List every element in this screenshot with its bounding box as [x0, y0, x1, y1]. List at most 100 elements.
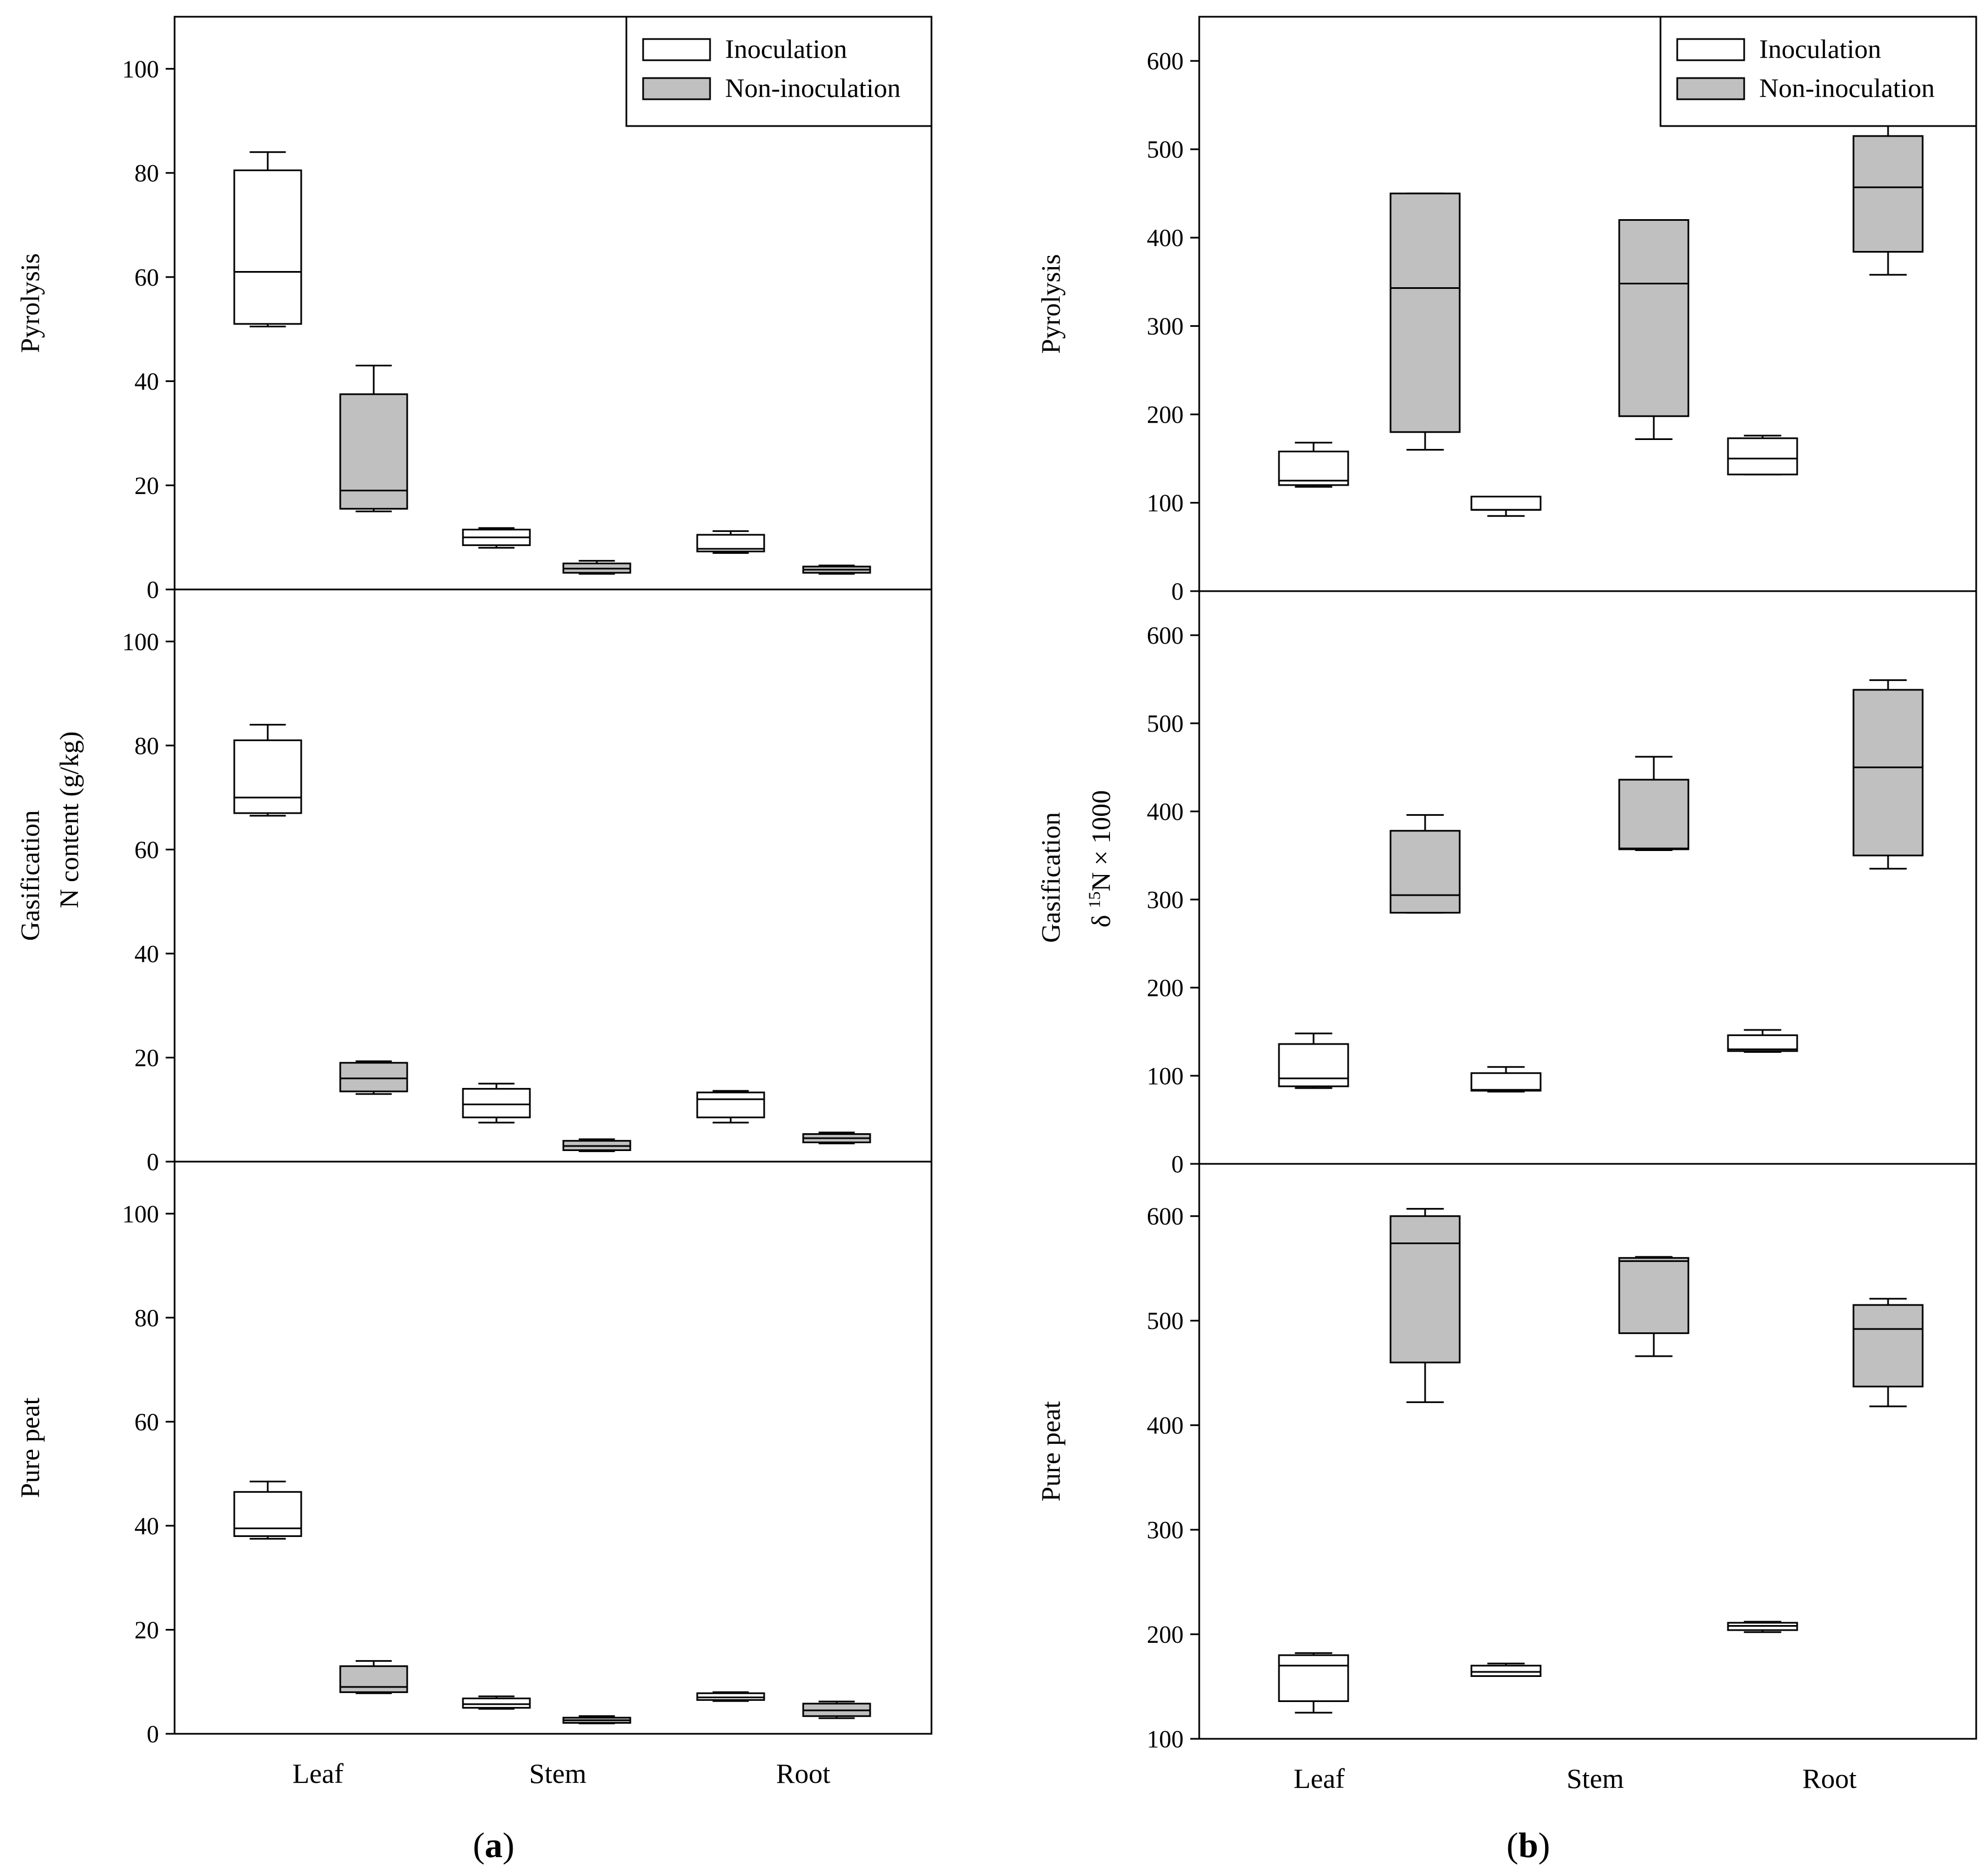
panel-a-subplot-0-tick-label-1: 20: [134, 472, 159, 499]
panel-a-subplot-1-tick-label-0: 0: [147, 1148, 159, 1176]
panel-a-subplot-2-tick-label-0: 0: [147, 1720, 159, 1748]
box-body: [1618, 219, 1689, 417]
panel-b-subplot-1-box-root-inoculation: [1727, 1029, 1798, 1053]
box-body: [339, 393, 408, 510]
panel-b-subplot-1-box-root-non-inoculation: [1852, 679, 1924, 870]
panel-b-category-label-leaf: Leaf: [1293, 1763, 1345, 1794]
panel-a-subplot-0-box-leaf-non-inoculation: [339, 365, 408, 512]
panel-a-subplot-1-tick-label-1: 20: [134, 1044, 159, 1071]
panel-a-category-label-root: Root: [776, 1758, 830, 1789]
panel-b-subplot-1-tick-label-0: 0: [1171, 1150, 1184, 1178]
panel-b-subplot-2-box-stem-inoculation: [1470, 1662, 1542, 1677]
panel-a-legend-frame: [625, 16, 933, 127]
panel-b-legend-swatch-1: [1676, 77, 1745, 100]
panel-b-subplot-1-tick-label-2: 200: [1147, 974, 1184, 1002]
panel-b-legend-label-0: Inoculation: [1759, 35, 1881, 64]
panel-a-label: (a): [473, 1825, 515, 1865]
panel-a-subplot-1-tick-label-2: 40: [134, 940, 159, 968]
panel-a-subplot-2-box-leaf-non-inoculation: [339, 1660, 408, 1694]
box-body: [339, 1062, 408, 1092]
panel-b-subplot-1-tick-label-4: 400: [1147, 798, 1184, 825]
panel-b-subplot-0-box-root-non-inoculation: [1852, 122, 1924, 276]
panel-a-subplot-0-tick-label-5: 100: [122, 55, 159, 83]
box-body: [1727, 1034, 1798, 1052]
panel-a-subplot-2: 0 20 40 60 80 100 Pure peat Leaf Stem Root: [16, 1161, 933, 1789]
box-body: [1727, 437, 1798, 476]
panel-a-legend-swatch-0: [642, 38, 711, 61]
panel-a-subplot-0-tick-label-4: 80: [134, 159, 159, 187]
box-body: [233, 1491, 302, 1537]
panel-b-subplot-0-tick-label-6: 600: [1147, 47, 1184, 75]
panel-a-subplot-1-box-leaf-non-inoculation: [339, 1060, 408, 1095]
panel-a-subplot-1-box-root-non-inoculation: [802, 1132, 871, 1144]
panel-a-subplot-2-label: Pure peat: [16, 1397, 45, 1498]
panel-a-shared-ylabel: N content (g/kg): [55, 731, 84, 908]
box-body: [696, 1091, 765, 1119]
box-body: [1852, 689, 1924, 857]
panel-a-subplot-0-tick-label-0: 0: [147, 576, 159, 603]
panel-b-subplot-0-label: Pyrolysis: [1036, 254, 1066, 354]
box-body: [233, 739, 302, 814]
panel-b-subplot-2-tick-label-0: 100: [1147, 1725, 1184, 1753]
panel-a-subplot-0: 0 20 40 60 80 100 Pyrolysis Inoculation Non-inoc…: [16, 16, 933, 603]
panel-a-subplot-2-box-root-inoculation: [696, 1691, 765, 1702]
panel-b-category-label-stem: Stem: [1567, 1763, 1624, 1794]
panel-a-subplot-0-label: Pyrolysis: [16, 253, 45, 353]
panel-b-subplot-0-box-stem-inoculation: [1470, 495, 1542, 517]
panel-a-subplot-2-box-root-non-inoculation: [802, 1700, 871, 1719]
panel-b-subplot-1-label: Gasification: [1036, 812, 1066, 943]
box-body: [1470, 1072, 1542, 1092]
panel-b-subplot-2-tick-label-2: 300: [1147, 1516, 1184, 1544]
panel-b-legend: Inoculation Non-inoculation: [1659, 16, 1977, 127]
box-body: [1389, 830, 1461, 914]
panel-b-subplot-1: 0 100 200 300 400 500 600 Gasification: [1036, 590, 1977, 1178]
panel-b-subplot-2-box-leaf-inoculation: [1278, 1652, 1349, 1714]
panel-b-category-label-root: Root: [1802, 1763, 1856, 1794]
box-body: [1389, 192, 1461, 433]
panel-b-subplot-2-box-leaf-non-inoculation: [1389, 1208, 1461, 1403]
panel-a-category-label-stem: Stem: [529, 1758, 587, 1789]
panel-a-subplot-2-tick-label-1: 20: [134, 1616, 159, 1643]
panel-b-subplot-1-box-leaf-inoculation: [1278, 1032, 1349, 1089]
box-body: [233, 169, 302, 325]
panel-a-legend: Inoculation Non-inoculation: [625, 16, 933, 127]
panel-b-subplot-1-box-stem-non-inoculation: [1618, 756, 1689, 852]
panel-b-subplot-0-box-stem-non-inoculation: [1618, 219, 1689, 440]
panel-a-legend-label-1: Non-inoculation: [725, 74, 901, 103]
panel-a-subplot-0-box-root-inoculation: [696, 530, 765, 554]
panel-b-subplot-0-tick-label-4: 400: [1147, 224, 1184, 252]
box-body: [1852, 135, 1924, 253]
panel-b: δ 15N × 1000 (b) 0 100 200 300 400 500 600 Pyro…: [1036, 16, 1977, 1865]
panel-a-subplot-1: 0 20 40 60 80 100 Gasification: [16, 588, 933, 1176]
box-body: [1389, 1215, 1461, 1364]
panel-a-subplot-1-frame: [173, 588, 933, 1163]
panel-a-subplot-1-label: Gasification: [16, 810, 45, 941]
panel-a-subplot-1-box-leaf-inoculation: [233, 724, 302, 817]
panel-a-subplot-0-box-stem-inoculation: [462, 527, 531, 549]
panel-b-legend-swatch-0: [1676, 38, 1745, 61]
panel-a-subplot-2-tick-label-2: 40: [134, 1512, 159, 1540]
panel-b-shared-ylabel: δ 15N × 1000: [1085, 790, 1116, 927]
panel-b-subplot-2-tick-label-4: 500: [1147, 1307, 1184, 1335]
box-body: [462, 1087, 531, 1119]
box-body: [1618, 1257, 1689, 1335]
panel-b-subplot-0-box-leaf-inoculation: [1278, 442, 1349, 488]
panel-a-subplot-2-tick-label-4: 80: [134, 1304, 159, 1332]
panel-a-subplot-2-box-stem-non-inoculation: [562, 1715, 631, 1724]
panel-a-subplot-2-tick-label-3: 60: [134, 1408, 159, 1435]
box-body: [462, 1698, 531, 1709]
panel-a-subplot-1-tick-label-4: 80: [134, 732, 159, 760]
panel-b-subplot-2-box-stem-non-inoculation: [1618, 1256, 1689, 1357]
panel-a-subplot-0-box-root-non-inoculation: [802, 564, 871, 575]
panel-a-subplot-2-tick-label-5: 100: [122, 1200, 159, 1227]
panel-b-subplot-0: 0 100 200 300 400 500 600 Pyrolysis Inoculation N…: [1036, 16, 1977, 605]
box-body: [339, 1665, 408, 1693]
panel-b-subplot-0-tick-label-3: 300: [1147, 313, 1184, 340]
panel-b-subplot-1-box-stem-inoculation: [1470, 1066, 1542, 1092]
panel-b-legend-label-1: Non-inoculation: [1759, 74, 1935, 103]
panel-b-subplot-1-tick-label-3: 300: [1147, 886, 1184, 913]
panel-a-subplot-1-tick-label-3: 60: [134, 836, 159, 863]
panel-a-subplot-1-box-stem-non-inoculation: [562, 1138, 631, 1152]
panel-b-subplot-1-tick-label-6: 600: [1147, 622, 1184, 649]
